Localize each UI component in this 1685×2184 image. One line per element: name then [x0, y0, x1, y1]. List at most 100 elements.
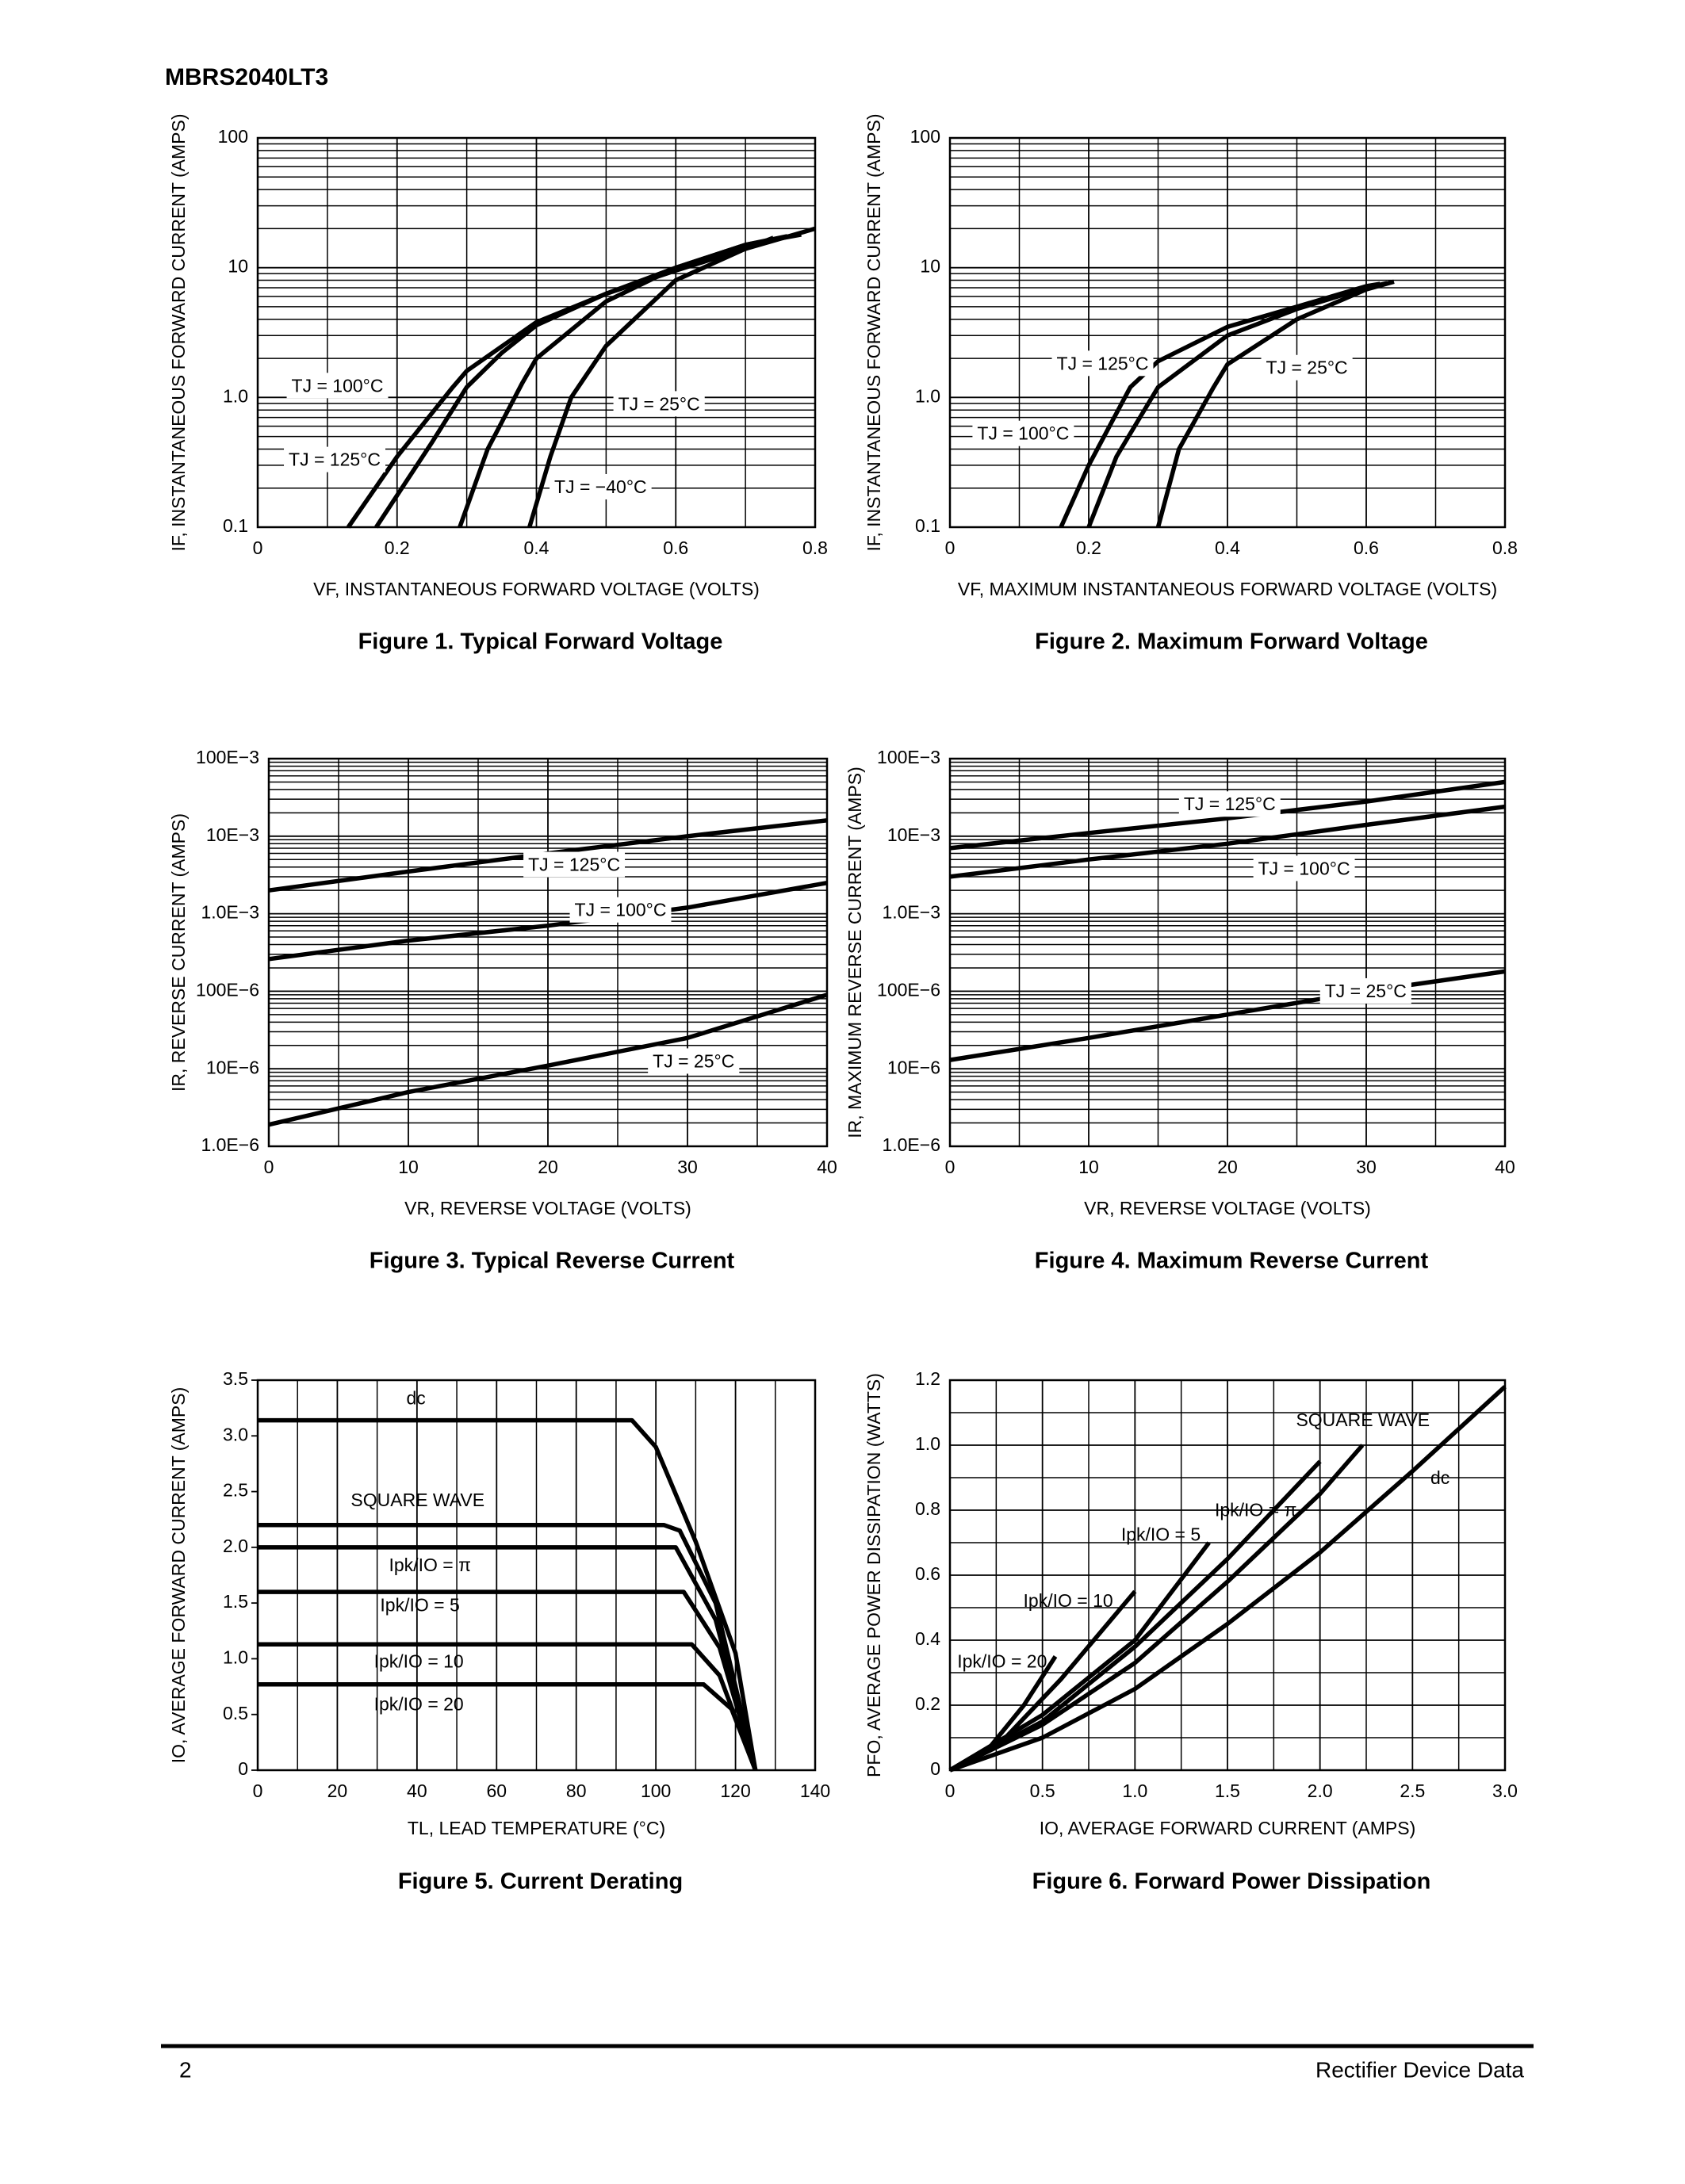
series-label: SQUARE WAVE [350, 1490, 484, 1510]
series-label: TJ = 25°C [1266, 358, 1348, 378]
series-line [527, 226, 816, 528]
label-background [1319, 977, 1411, 1004]
y-tick-label: 100 [910, 126, 940, 147]
y-tick-label: 0.5 [223, 1703, 248, 1723]
y-axis-title: IR, MAXIMUM REVERSE CURRENT (AMPS) [844, 767, 865, 1138]
y-tick-label: 10E−3 [887, 824, 940, 845]
y-tick-label: 10E−6 [887, 1057, 940, 1077]
series-line [346, 235, 775, 529]
x-tick-label: 40 [1495, 1157, 1515, 1177]
series-line [268, 993, 828, 1127]
series-label: Ipk/IO = 10 [374, 1650, 464, 1671]
plot-frame [948, 757, 1507, 1148]
figure-caption: Figure 1. Typical Forward Voltage [358, 629, 723, 655]
label-background [284, 446, 385, 472]
x-tick-label: 20 [538, 1157, 558, 1177]
x-tick-label: 10 [398, 1157, 419, 1177]
series-line [458, 232, 802, 528]
y-tick-label: 100E−6 [877, 979, 940, 1000]
series-label: TJ = 125°C [528, 855, 620, 875]
y-tick-label: 0.1 [223, 515, 248, 536]
plot-frame [267, 757, 829, 1148]
series-label: Ipk/IO = 20 [957, 1650, 1047, 1671]
series-line [948, 1541, 1211, 1773]
x-tick-label: 30 [1356, 1157, 1377, 1177]
y-tick-label: 1.0E−3 [201, 902, 259, 923]
series-label: Ipk/IO = 20 [374, 1693, 464, 1714]
x-tick-label: 40 [817, 1157, 837, 1177]
x-axis-title: VF, MAXIMUM INSTANTANEOUS FORWARD VOLTAG… [958, 579, 1497, 599]
x-tick-label: 0.2 [385, 537, 410, 558]
plot-frame [256, 136, 817, 529]
x-tick-label: 0.6 [1354, 537, 1379, 558]
page-number: 2 [179, 2057, 192, 2082]
plot-frame [948, 1379, 1507, 1772]
x-axis-title: VR, REVERSE VOLTAGE (VOLTS) [404, 1198, 691, 1218]
series-label: TJ = −40°C [554, 476, 647, 497]
x-axis-title: VR, REVERSE VOLTAGE (VOLTS) [1084, 1198, 1371, 1218]
x-tick-label: 0.2 [1076, 537, 1101, 558]
label-background [286, 373, 389, 399]
y-axis-title: IF, INSTANTANEOUS FORWARD CURRENT (AMPS) [168, 113, 189, 551]
label-background [972, 420, 1074, 446]
y-tick-label: 100E−3 [196, 747, 259, 767]
chart: 0 20 40 60 80 100 120 140 0 0.5 1.0 1.5 2.0 2.5 3.0 3.5… [168, 1368, 830, 1895]
series-label: Ipk/IO = π [1215, 1499, 1296, 1520]
part-number: MBRS2040LT3 [165, 64, 328, 90]
y-tick-label: 0.6 [915, 1563, 940, 1584]
series-label: Ipk/IO = 5 [1121, 1524, 1201, 1544]
chart: 0 0.5 1.0 1.5 2.0 2.5 3.0 0 0.2 0.4 0.6 0.8 1.0 1.2 Ip… [864, 1368, 1518, 1895]
x-tick-label: 30 [677, 1157, 698, 1177]
x-tick-label: 0.8 [1492, 537, 1518, 558]
label-background [1253, 855, 1355, 882]
x-tick-label: 0.4 [524, 537, 550, 558]
label-background [523, 851, 626, 878]
plot-frame [948, 136, 1507, 529]
series-label: TJ = 125°C [1057, 353, 1149, 373]
y-tick-label: 10E−6 [206, 1057, 259, 1077]
series-line [258, 1589, 758, 1771]
label-background [550, 473, 652, 499]
y-tick-label: 1.0E−6 [882, 1134, 940, 1155]
y-tick-label: 0 [930, 1758, 940, 1779]
y-axis-title: PFO, AVERAGE POWER DISSIPATION (WATTS) [864, 1373, 884, 1777]
chart: 0 10 20 30 40 1.0E−6 10E−6 100E−6 1.0E−3 10E−3 100… [844, 747, 1515, 1274]
figure-caption: Figure 2. Maximum Forward Voltage [1035, 629, 1428, 655]
x-tick-label: 0.4 [1215, 537, 1240, 558]
series-label: TJ = 25°C [618, 393, 700, 414]
y-tick-label: 10E−3 [206, 824, 259, 845]
y-tick-label: 100 [218, 126, 248, 147]
series-label: Ipk/IO = 5 [380, 1594, 459, 1615]
y-axis-title: IF, INSTANTANEOUS FORWARD CURRENT (AMPS) [864, 113, 884, 551]
x-axis-title: IO, AVERAGE FORWARD CURRENT (AMPS) [1040, 1818, 1416, 1838]
x-tick-label: 140 [800, 1780, 830, 1801]
y-tick-label: 2.5 [223, 1480, 248, 1501]
y-tick-label: 1.0E−3 [882, 902, 940, 923]
y-tick-label: 0 [238, 1758, 248, 1779]
chart: 0 0.2 0.4 0.6 0.8 0.1 1.0 10 100 TJ = 125°C TJ = 1… [864, 113, 1518, 654]
x-axis-title: TL, LEAD TEMPERATURE (°C) [408, 1818, 665, 1838]
x-tick-label: 60 [486, 1780, 507, 1801]
label-background [648, 1048, 740, 1074]
y-axis-title: IR, REVERSE CURRENT (AMPS) [168, 813, 189, 1092]
footer-text: Rectifier Device Data [1315, 2057, 1524, 2082]
y-tick-label: 0.2 [915, 1693, 940, 1714]
series-line [948, 1444, 1365, 1773]
series-line [258, 1417, 758, 1771]
series-line [258, 1522, 758, 1771]
series-label: TJ = 125°C [1184, 794, 1276, 814]
x-tick-label: 1.5 [1215, 1780, 1240, 1801]
y-tick-label: 0.1 [915, 515, 940, 536]
y-tick-label: 1.0 [915, 1433, 940, 1454]
label-background [1178, 791, 1281, 817]
x-tick-label: 40 [407, 1780, 427, 1801]
x-tick-label: 20 [327, 1780, 348, 1801]
x-tick-label: 0.5 [1030, 1780, 1055, 1801]
series-label: SQUARE WAVE [1296, 1409, 1430, 1430]
x-tick-label: 80 [566, 1780, 587, 1801]
x-tick-label: 0.6 [663, 537, 688, 558]
label-background [1051, 350, 1154, 377]
